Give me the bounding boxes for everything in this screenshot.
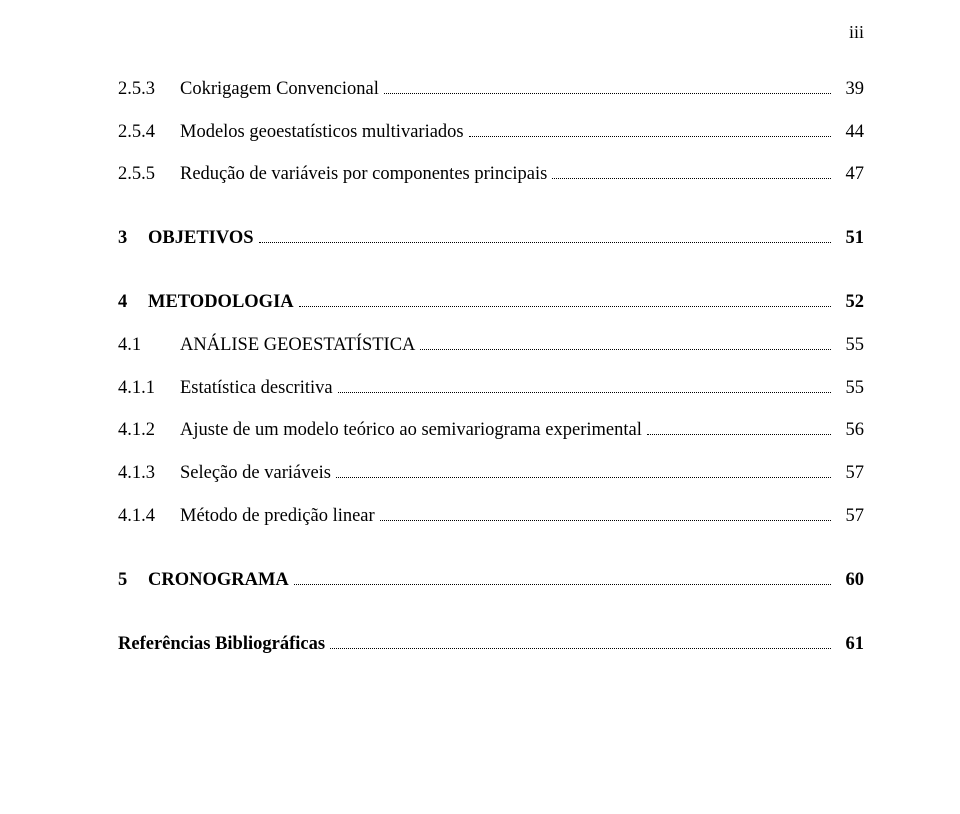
toc-leader-dots <box>552 164 831 180</box>
toc-entry-page: 61 <box>836 634 864 655</box>
toc-leader-dots <box>299 291 831 307</box>
toc-leader-dots <box>469 121 831 137</box>
toc-row: 4.1.3Seleção de variáveis 57 <box>118 462 864 484</box>
toc-entry-page: 60 <box>836 570 864 591</box>
toc-entry-page: 51 <box>836 228 864 249</box>
table-of-contents: 2.5.3Cokrigagem Convencional 39 2.5.4Model… <box>118 78 864 655</box>
toc-leader-dots <box>294 569 831 585</box>
toc-entry-number: 4.1.4 <box>118 506 180 527</box>
toc-leader-dots <box>420 334 831 350</box>
toc-entry-number: 5 <box>118 570 148 591</box>
toc-row: 4.1.1Estatística descritiva 55 <box>118 377 864 399</box>
toc-entry-title: OBJETIVOS <box>148 228 254 249</box>
page-marker: iii <box>849 22 864 43</box>
toc-entry-page: 55 <box>836 378 864 399</box>
toc-entry-number: 2.5.3 <box>118 79 180 100</box>
toc-leader-dots <box>330 633 831 649</box>
toc-entry-title: Ajuste de um modelo teórico ao semivario… <box>180 420 642 441</box>
toc-leader-dots <box>384 78 831 94</box>
toc-entry-number: 3 <box>118 228 148 249</box>
toc-row: 2.5.5Redução de variáveis por componente… <box>118 164 864 186</box>
toc-entry-number: 4.1 <box>118 335 180 356</box>
toc-entry-page: 44 <box>836 122 864 143</box>
toc-entry-title: ANÁLISE GEOESTATÍSTICA <box>180 335 415 356</box>
toc-entry-page: 57 <box>836 506 864 527</box>
toc-entry-page: 55 <box>836 335 864 356</box>
page: iii 2.5.3Cokrigagem Convencional392.5.4M… <box>0 0 960 814</box>
toc-entry-page: 47 <box>836 164 864 185</box>
toc-entry-title: Redução de variáveis por componentes pri… <box>180 164 547 185</box>
toc-row: 4.1.2Ajuste de um modelo teórico ao semi… <box>118 420 864 442</box>
toc-entry-page: 52 <box>836 292 864 313</box>
toc-row: 4METODOLOGIA 52 <box>118 291 864 313</box>
toc-row: 2.5.4Modelos geoestatísticos multivariad… <box>118 121 864 143</box>
toc-entry-number: 4.1.2 <box>118 420 180 441</box>
toc-entry-title: Cokrigagem Convencional <box>180 79 379 100</box>
toc-entry-page: 39 <box>836 79 864 100</box>
toc-entry-title: METODOLOGIA <box>148 292 294 313</box>
toc-entry-title: CRONOGRAMA <box>148 570 289 591</box>
toc-entry-title: Referências Bibliográficas <box>118 634 325 655</box>
toc-entry-title: Modelos geoestatísticos multivariados <box>180 122 464 143</box>
toc-entry-title: Seleção de variáveis <box>180 463 331 484</box>
toc-entry-title: Método de predição linear <box>180 506 375 527</box>
toc-row: 4.1ANÁLISE GEOESTATÍSTICA 55 <box>118 334 864 356</box>
toc-entry-page: 56 <box>836 420 864 441</box>
toc-leader-dots <box>338 377 831 393</box>
toc-entry-page: 57 <box>836 463 864 484</box>
toc-row: 2.5.3Cokrigagem Convencional 39 <box>118 78 864 100</box>
toc-entry-number: 4.1.3 <box>118 463 180 484</box>
toc-row: 3OBJETIVOS 51 <box>118 227 864 249</box>
toc-entry-number: 4 <box>118 292 148 313</box>
toc-row: 4.1.4Método de predição linear 57 <box>118 505 864 527</box>
toc-row: Referências Bibliográficas 61 <box>118 633 864 655</box>
toc-entry-number: 2.5.5 <box>118 164 180 185</box>
toc-leader-dots <box>380 505 831 521</box>
toc-leader-dots <box>259 227 831 243</box>
toc-leader-dots <box>336 462 831 478</box>
toc-entry-number: 4.1.1 <box>118 378 180 399</box>
toc-entry-title: Estatística descritiva <box>180 378 333 399</box>
toc-row: 5CRONOGRAMA 60 <box>118 569 864 591</box>
toc-entry-number: 2.5.4 <box>118 122 180 143</box>
toc-leader-dots <box>647 420 831 436</box>
